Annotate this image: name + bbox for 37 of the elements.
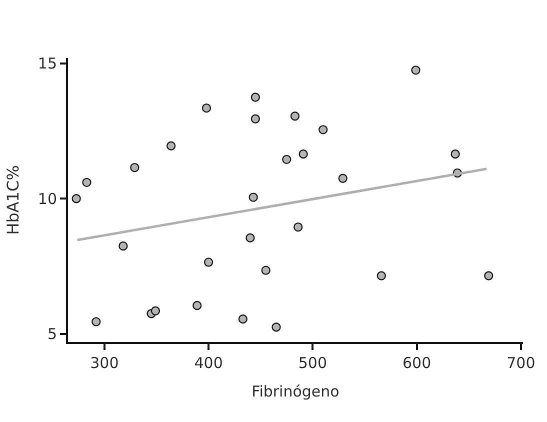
x-tick-label: 400 bbox=[194, 354, 223, 372]
point bbox=[248, 192, 258, 202]
point bbox=[484, 271, 494, 280]
point bbox=[166, 141, 176, 150]
point bbox=[250, 92, 260, 102]
point bbox=[92, 317, 101, 326]
point bbox=[376, 271, 386, 280]
y-axis-title: HbA1C% bbox=[3, 165, 22, 235]
point bbox=[204, 258, 214, 267]
point bbox=[411, 66, 420, 75]
point bbox=[246, 233, 255, 242]
x-tick-label: 600 bbox=[402, 354, 432, 372]
point bbox=[338, 174, 348, 183]
y-tick-label: 5 bbox=[47, 325, 57, 344]
point bbox=[294, 222, 303, 232]
point bbox=[272, 322, 281, 332]
point bbox=[202, 103, 212, 113]
point bbox=[250, 114, 260, 124]
point bbox=[261, 266, 270, 275]
point bbox=[238, 314, 248, 324]
y-tick-label: 15 bbox=[38, 54, 57, 73]
point bbox=[282, 154, 292, 164]
point bbox=[130, 162, 140, 172]
point bbox=[298, 149, 308, 159]
point bbox=[82, 178, 92, 188]
point bbox=[318, 125, 328, 134]
point bbox=[72, 194, 81, 204]
point bbox=[118, 241, 128, 251]
point bbox=[192, 300, 202, 310]
x-tick-label: 500 bbox=[298, 354, 327, 372]
x-tick-label: 700 bbox=[506, 354, 536, 372]
x-axis-title: Fibrinógeno bbox=[252, 382, 340, 400]
point bbox=[290, 112, 300, 121]
y-tick-label: 10 bbox=[38, 190, 57, 208]
point bbox=[150, 306, 160, 316]
x-tick-label: 300 bbox=[90, 354, 119, 372]
point bbox=[450, 149, 460, 159]
